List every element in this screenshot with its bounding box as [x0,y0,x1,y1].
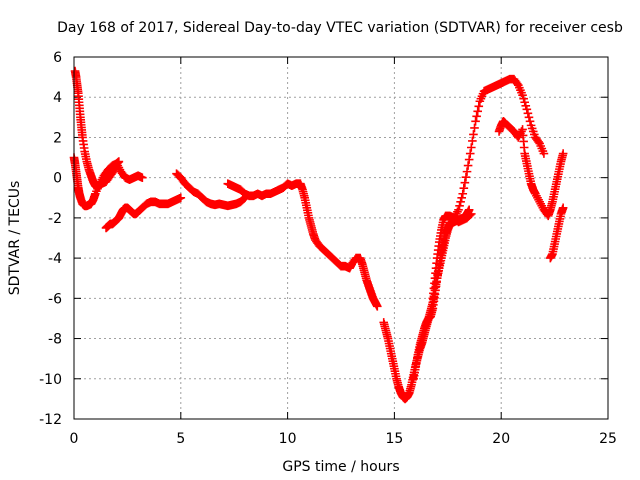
y-axis-label: SDTVAR / TECUs [7,181,23,296]
data-point [114,157,124,166]
x-tick-label: 5 [176,431,185,447]
series-8 [494,117,568,221]
data-point [470,123,479,133]
y-tick-label: -6 [48,291,62,307]
data-point [461,172,471,182]
data-point [464,155,474,164]
series-5 [379,74,549,404]
x-tick-label: 0 [70,431,79,447]
chart-title: Day 168 of 2017, Sidereal Day-to-day VTE… [57,20,623,36]
series-7 [428,209,476,303]
x-axis-label: GPS time / hours [282,459,399,475]
data-point [518,90,527,100]
data-point [539,149,549,158]
data-point [521,101,531,111]
x-axis-tick-labels: 0 5 10 15 20 25 [70,431,617,447]
series-4 [223,179,382,311]
data-point [558,149,568,158]
data-point [462,167,472,176]
data-point [460,178,470,187]
data-point [454,205,463,215]
series-2 [101,193,186,233]
data-point [463,161,473,170]
x-tick-label: 20 [492,431,510,447]
data-point [523,109,533,118]
y-tick-label: 6 [53,50,62,66]
data-point [459,183,469,193]
data-point [373,302,382,311]
y-tick-label: -4 [48,251,62,267]
series-9 [546,203,568,263]
data-point [457,193,466,203]
data-point [466,143,476,152]
y-axis-tick-labels: -12 -10 -8 -6 -4 -2 0 2 4 6 [39,50,62,428]
data-point [519,94,528,104]
data-point [525,117,535,126]
series-1 [70,66,124,193]
plot-frame [73,56,609,420]
data-point [558,203,568,213]
x-tick-label: 25 [599,431,617,447]
data-point [522,104,532,114]
y-tick-label: -12 [39,412,62,428]
y-tick-label: 2 [53,130,62,146]
data-point [455,201,464,211]
data-point [520,97,529,107]
data-point [474,101,484,111]
data-point [524,113,534,122]
data-points [69,66,568,404]
data-point [469,130,478,139]
data-point [138,173,147,182]
y-tick-label: -2 [48,211,62,227]
data-point [468,136,477,146]
data-point [456,197,465,207]
data-point [458,189,468,199]
x-tick-label: 10 [279,431,297,447]
data-point [466,209,476,219]
data-point [465,210,475,220]
data-point [472,112,481,121]
y-tick-label: 0 [53,171,62,187]
y-tick-label: -8 [48,332,62,348]
y-tick-label: -10 [39,372,62,388]
data-point [176,193,186,203]
data-point [473,107,483,116]
y-tick-label: 4 [53,90,62,106]
data-point [465,149,475,158]
data-point [471,117,480,126]
x-tick-label: 15 [385,431,403,447]
